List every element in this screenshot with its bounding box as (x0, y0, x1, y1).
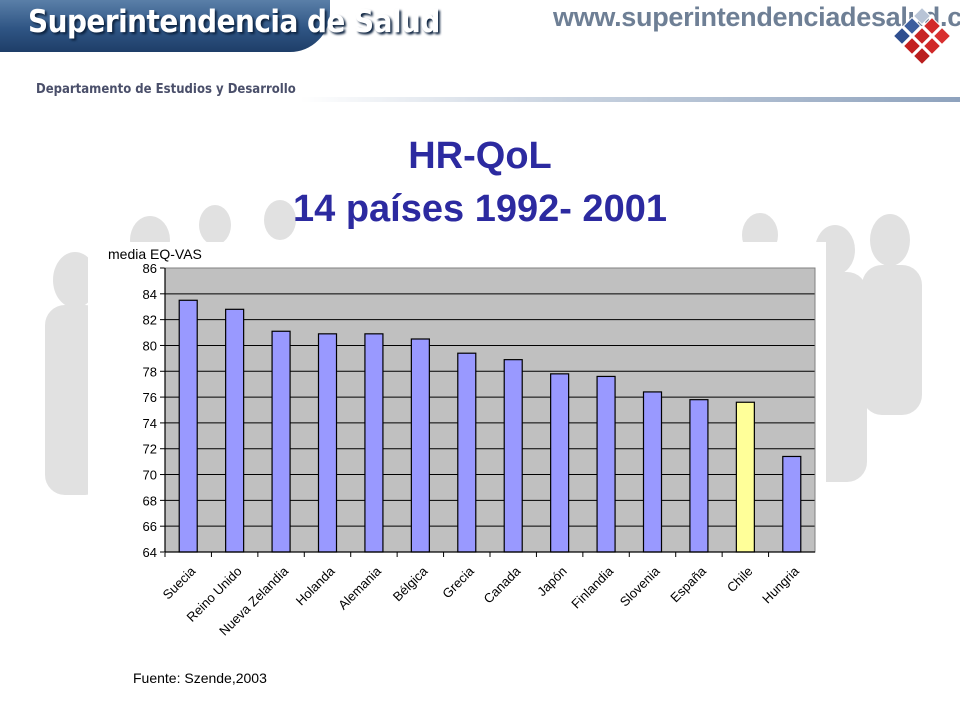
plot-area (165, 268, 815, 552)
bar (271, 330, 291, 553)
x-tick-label: Slovenia (617, 563, 663, 609)
x-tick-label: Chile (724, 564, 756, 596)
bar (596, 375, 616, 553)
x-tick-label: Japón (534, 564, 570, 600)
bar (735, 401, 755, 553)
y-tick-label: 76 (143, 390, 157, 405)
y-tick-label: 66 (143, 519, 157, 534)
y-axis-label: media EQ-VAS (108, 246, 202, 262)
x-tick-label: Holanda (293, 563, 338, 608)
source-note: Fuente: Szende,2003 (133, 670, 267, 686)
x-tick-label: Hungria (759, 563, 802, 606)
bar (550, 373, 570, 553)
y-tick-label: 70 (143, 468, 157, 483)
x-tick-label: España (667, 563, 709, 605)
y-tick-label: 78 (143, 364, 157, 379)
chart-container: 64 66 68 70 72 74 76 78 80 82 84 86 Suecia Reino Unid… (88, 242, 826, 690)
cubes-logo-icon (892, 8, 952, 66)
header-divider (300, 97, 960, 102)
department-label: Departamento de Estudios y Desarrollo (36, 82, 296, 97)
bar (225, 308, 245, 553)
x-tick-label: Bélgica (390, 563, 431, 604)
bar (317, 333, 338, 553)
y-tick-label: 74 (143, 416, 157, 431)
header-banner: Superintendencia de Salud (0, 0, 440, 52)
y-tick-label: 68 (143, 493, 157, 508)
y-tick-label: 86 (143, 261, 157, 276)
x-tick-label: Alemania (335, 563, 384, 612)
banner-title: Superintendencia de Salud (28, 4, 440, 40)
x-tick-label: Grecia (439, 563, 477, 601)
slide-title-line-2: 14 países 1992- 2001 (293, 188, 667, 230)
y-tick-label: 72 (143, 442, 157, 457)
bar (689, 399, 709, 553)
bar (642, 391, 663, 553)
bar (503, 359, 523, 553)
x-tick-label: Canada (481, 563, 524, 606)
y-tick-label: 82 (143, 313, 157, 328)
bar (178, 299, 198, 553)
bar (782, 455, 802, 553)
y-tick-label: 64 (143, 545, 157, 560)
x-tick-label: Finlandia (568, 563, 616, 611)
bar (457, 352, 477, 553)
slide-title-line-1: HR-QoL (408, 135, 552, 177)
bar (364, 333, 384, 553)
website-url[interactable]: www.superintendenciadesalud.cl (553, 2, 960, 32)
bar (410, 338, 430, 553)
y-tick-label: 84 (143, 287, 157, 302)
y-tick-label: 80 (143, 338, 157, 353)
x-tick-label: Suecia (160, 563, 199, 602)
